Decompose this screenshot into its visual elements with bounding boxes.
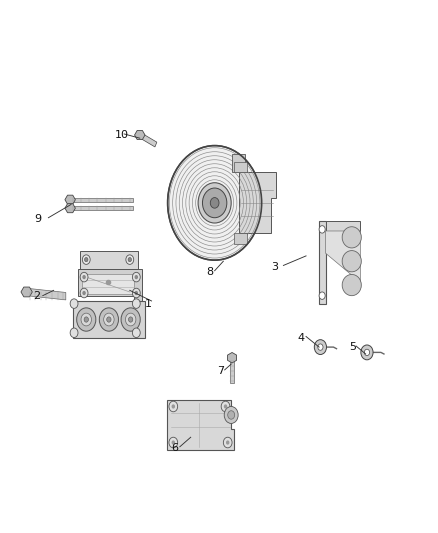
Circle shape [107, 317, 111, 322]
Polygon shape [232, 154, 245, 172]
Circle shape [228, 411, 235, 419]
Text: 7: 7 [217, 367, 224, 376]
Circle shape [226, 440, 230, 445]
Polygon shape [227, 352, 237, 363]
Circle shape [80, 272, 88, 282]
Polygon shape [134, 131, 145, 140]
Circle shape [364, 349, 370, 356]
Circle shape [168, 146, 261, 260]
Circle shape [172, 405, 175, 409]
Circle shape [128, 317, 133, 322]
Circle shape [319, 225, 325, 233]
Circle shape [128, 257, 131, 262]
Polygon shape [27, 288, 66, 300]
Text: 2: 2 [33, 290, 40, 301]
Circle shape [319, 292, 325, 300]
Circle shape [169, 437, 178, 448]
Circle shape [210, 198, 219, 208]
Circle shape [126, 255, 134, 264]
Circle shape [121, 308, 140, 331]
Polygon shape [70, 198, 133, 201]
Circle shape [104, 313, 114, 326]
Circle shape [134, 275, 138, 279]
Polygon shape [65, 195, 75, 204]
Polygon shape [234, 233, 247, 244]
Circle shape [99, 308, 118, 331]
Polygon shape [70, 206, 133, 210]
Polygon shape [167, 400, 234, 450]
Polygon shape [139, 133, 157, 147]
Polygon shape [80, 251, 138, 269]
Text: 5: 5 [350, 342, 357, 352]
Polygon shape [239, 172, 276, 233]
Polygon shape [82, 274, 134, 294]
Circle shape [81, 313, 92, 326]
Polygon shape [65, 204, 75, 213]
Text: 10: 10 [115, 130, 128, 140]
Polygon shape [230, 358, 234, 383]
Polygon shape [78, 269, 142, 301]
Text: 8: 8 [206, 267, 213, 277]
Polygon shape [21, 287, 32, 297]
Circle shape [169, 401, 178, 412]
Circle shape [314, 340, 326, 354]
Circle shape [224, 407, 238, 423]
Circle shape [132, 272, 140, 282]
Text: 1: 1 [145, 298, 152, 309]
Circle shape [132, 288, 140, 298]
Circle shape [70, 328, 78, 337]
Circle shape [80, 288, 88, 298]
Circle shape [134, 291, 138, 295]
Text: 6: 6 [171, 443, 178, 453]
Circle shape [132, 299, 140, 309]
Ellipse shape [342, 227, 361, 248]
Circle shape [221, 401, 230, 412]
Circle shape [318, 344, 323, 350]
Circle shape [224, 405, 227, 409]
Circle shape [223, 437, 232, 448]
Text: 9: 9 [34, 214, 41, 224]
Circle shape [198, 183, 231, 223]
Polygon shape [325, 221, 360, 231]
Polygon shape [234, 162, 247, 172]
Circle shape [132, 328, 140, 337]
Circle shape [82, 275, 86, 279]
Circle shape [70, 299, 78, 309]
Circle shape [361, 345, 373, 360]
Ellipse shape [342, 274, 361, 296]
Circle shape [172, 440, 175, 445]
Polygon shape [319, 221, 325, 304]
Ellipse shape [342, 251, 361, 272]
Circle shape [82, 291, 86, 295]
Circle shape [125, 313, 136, 326]
Circle shape [84, 317, 88, 322]
Circle shape [82, 255, 90, 264]
Circle shape [77, 308, 96, 331]
Circle shape [85, 257, 88, 262]
Text: 3: 3 [271, 262, 278, 271]
Polygon shape [325, 231, 360, 282]
Circle shape [202, 188, 227, 217]
Polygon shape [73, 301, 145, 338]
Text: 4: 4 [297, 333, 304, 343]
